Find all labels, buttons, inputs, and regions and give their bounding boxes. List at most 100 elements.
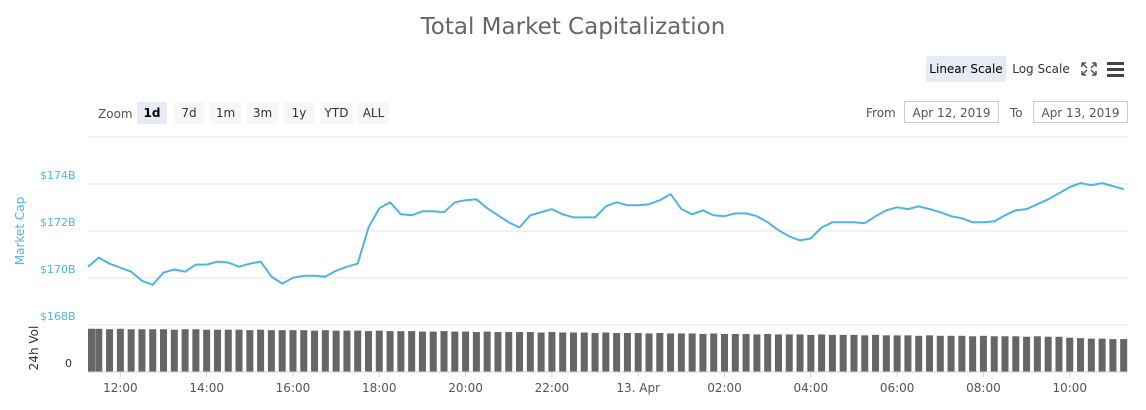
volume-bar	[904, 335, 912, 372]
volume-bar	[634, 332, 642, 372]
volume-bar	[257, 329, 265, 372]
volume-bar	[494, 332, 502, 372]
x-tick-label: 16:00	[276, 381, 311, 395]
volume-bar	[160, 329, 168, 372]
zoom-button[interactable]: ALL	[358, 102, 389, 124]
zoom-button[interactable]: 7d	[174, 102, 204, 124]
volume-bar	[246, 330, 254, 372]
volume-bar	[537, 332, 545, 372]
y-tick-label: $172B	[40, 216, 76, 229]
volume-bar	[505, 332, 513, 372]
from-date-input[interactable]: Apr 12, 2019	[904, 101, 999, 123]
volume-bar	[764, 333, 772, 372]
x-tick-label: 08:00	[966, 381, 1001, 395]
volume-bar	[785, 334, 793, 372]
volume-bar	[1001, 336, 1009, 372]
volume-bar	[656, 332, 664, 372]
volume-bar	[969, 336, 977, 372]
to-label: To	[1010, 106, 1023, 120]
volume-bar	[1077, 338, 1085, 372]
volume-bar	[850, 334, 858, 372]
volume-bar	[677, 333, 685, 372]
zoom-button[interactable]: 1m	[210, 102, 241, 124]
volume-bar	[721, 333, 729, 372]
volume-bar	[796, 334, 804, 372]
volume-bar	[925, 335, 933, 372]
volume-bar	[451, 331, 459, 372]
x-tick-label: 20:00	[448, 381, 483, 395]
y-tick-label: $174B	[40, 169, 76, 182]
volume-bar	[516, 332, 524, 372]
volume-bar	[106, 329, 114, 372]
volume-bar	[979, 335, 987, 372]
from-label: From	[866, 106, 896, 120]
volume-bar	[300, 330, 308, 372]
volume-bar	[936, 335, 944, 372]
volume-bar	[872, 334, 880, 372]
zoom-button[interactable]: 1y	[284, 102, 314, 124]
volume-bar	[990, 336, 998, 372]
volume-bar	[116, 328, 124, 372]
volume-bar	[354, 330, 362, 372]
volume-bar	[958, 335, 966, 372]
zoom-button[interactable]: YTD	[320, 102, 353, 124]
y-tick-label: $170B	[40, 263, 76, 276]
volume-bar	[1055, 336, 1063, 372]
volume-bar	[127, 329, 135, 372]
volume-bar	[149, 329, 157, 372]
volume-bar	[807, 334, 815, 372]
volume-bar	[861, 335, 869, 372]
volume-bar	[235, 329, 243, 372]
volume-bar	[915, 335, 923, 372]
volume-bar	[364, 331, 373, 372]
volume-bar	[1023, 336, 1031, 372]
volume-bar	[580, 332, 588, 372]
volume-bar	[818, 334, 826, 372]
x-tick-label: 10:00	[1052, 381, 1087, 395]
volume-bar	[688, 333, 696, 372]
chart-title: Total Market Capitalization	[420, 14, 726, 40]
scale-button[interactable]: Linear Scale	[926, 56, 1006, 82]
volume-bar	[1033, 336, 1041, 372]
menu-icon[interactable]	[1107, 62, 1124, 77]
volume-bar	[224, 329, 232, 372]
volume-bar	[1044, 336, 1052, 372]
volume-bar	[667, 333, 675, 372]
volume-bar	[569, 332, 577, 372]
volume-bar	[947, 335, 955, 372]
volume-bar	[267, 330, 275, 372]
x-tick-label: 22:00	[535, 381, 570, 395]
volume-bar	[882, 335, 890, 372]
to-date-input[interactable]: Apr 13, 2019	[1033, 101, 1128, 123]
volume-bar	[429, 331, 437, 372]
volume-bar	[623, 332, 631, 372]
volume-bar	[213, 329, 221, 372]
volume-bar	[699, 333, 707, 372]
volume-bar	[710, 333, 718, 372]
fullscreen-icon[interactable]	[1081, 62, 1097, 76]
chart-icons[interactable]	[1078, 58, 1138, 80]
x-tick-label: 18:00	[362, 381, 397, 395]
y-axis-title: Market Cap	[13, 197, 27, 265]
x-tick-label: 13. Apr	[616, 381, 660, 395]
x-tick-label: 02:00	[707, 381, 742, 395]
volume-bar	[462, 331, 470, 372]
volume-bar	[774, 334, 782, 372]
volume-bar	[88, 328, 96, 372]
volume-bar	[731, 333, 739, 372]
zoom-button[interactable]: 1d	[137, 102, 167, 124]
volume-bar	[95, 328, 103, 372]
volume-bar	[181, 329, 189, 372]
zoom-button[interactable]: 3m	[247, 102, 278, 124]
volume-bar	[839, 334, 847, 372]
volume-bar	[192, 329, 200, 372]
volume-bar	[1012, 336, 1020, 372]
y-tick-label: $168B	[40, 310, 76, 323]
scale-button[interactable]: Log Scale	[1008, 56, 1074, 82]
volume-bar	[893, 335, 901, 372]
volume-bar	[321, 330, 329, 372]
volume-bar	[343, 330, 351, 372]
volume-bar	[1066, 337, 1074, 372]
